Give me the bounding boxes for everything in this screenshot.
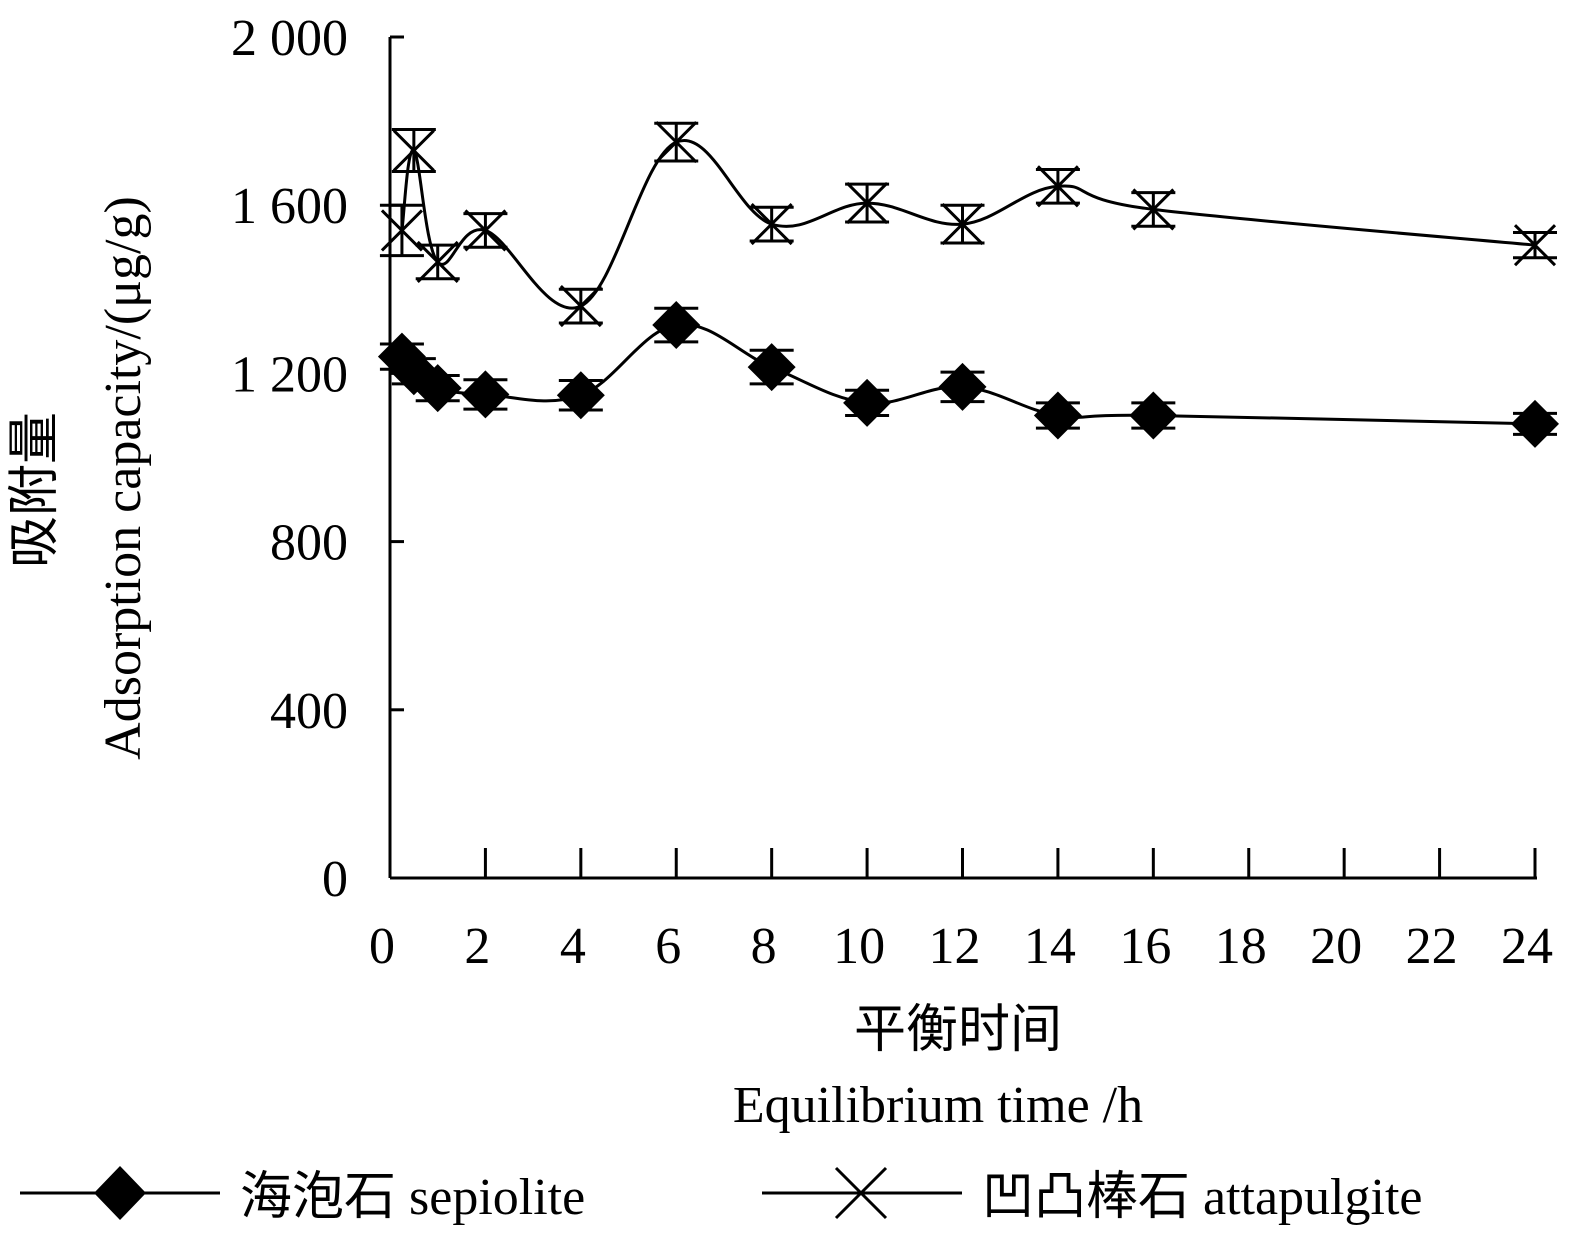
data-point-diamond <box>652 301 701 350</box>
y-tick-label: 0 <box>322 851 348 908</box>
series-line <box>400 138 1536 310</box>
series-layer <box>377 121 1559 448</box>
legend-label-attapulgite: 凹凸棒石 attapulgite <box>982 1169 1422 1226</box>
y-tick-label: 400 <box>270 683 348 740</box>
data-point-x <box>1036 165 1079 208</box>
y-tick-label: 800 <box>270 515 348 572</box>
legend-item-sepiolite: 海泡石 sepiolite <box>20 1166 585 1226</box>
x-axis-title-cn: 平衡时间 <box>854 1002 1062 1059</box>
data-point-x <box>464 209 507 252</box>
y-tick-label: 2 000 <box>231 10 348 67</box>
series-sepiolite <box>377 301 1559 448</box>
x-tick-label: 4 <box>560 918 586 975</box>
data-point-diamond <box>938 362 987 411</box>
legend: 海泡石 sepiolite 凹凸棒石 attapulgite <box>20 1166 1422 1226</box>
data-point-x <box>750 203 793 246</box>
y-axis-title-en: Adsorption capacity/(μg/g) <box>95 196 152 760</box>
x-tick-label: 24 <box>1501 918 1553 975</box>
legend-marker-x <box>834 1166 888 1220</box>
x-tick-label: 16 <box>1119 918 1171 975</box>
data-point-x <box>1132 188 1175 231</box>
data-point-diamond <box>1511 399 1559 448</box>
data-point-diamond <box>843 378 892 427</box>
legend-label-sepiolite: 海泡石 sepiolite <box>240 1169 585 1226</box>
data-point-x <box>392 129 435 172</box>
series-attapulgite <box>379 121 1557 328</box>
x-tick-label: 14 <box>1024 918 1076 975</box>
data-point-x <box>846 182 889 225</box>
legend-marker-diamond <box>94 1166 146 1220</box>
x-tick-label: 0 <box>369 918 395 975</box>
data-point-x <box>655 121 698 164</box>
data-point-diamond <box>556 371 605 420</box>
data-point-diamond <box>1033 391 1082 440</box>
x-tick-label: 6 <box>655 918 681 975</box>
x-tick-label: 12 <box>929 918 981 975</box>
x-tick-label: 22 <box>1406 918 1458 975</box>
x-tick-label: 18 <box>1215 918 1267 975</box>
data-point-x <box>941 203 984 246</box>
data-point-x <box>416 240 459 284</box>
x-tick-label: 8 <box>751 918 777 975</box>
y-axis-title-cn: 吸附量 <box>7 412 64 568</box>
x-tick-label: 2 <box>464 918 490 975</box>
data-point-x <box>380 209 423 252</box>
x-tick-label: 10 <box>833 918 885 975</box>
x-tick-label: 20 <box>1310 918 1362 975</box>
data-point-diamond <box>413 364 462 413</box>
x-axis-title-en: Equilibrium time /h <box>733 1077 1143 1134</box>
data-point-diamond <box>1129 391 1178 440</box>
data-point-x <box>559 285 602 328</box>
y-tick-label: 1 200 <box>231 346 348 403</box>
y-tick-label: 1 600 <box>231 178 348 235</box>
legend-item-attapulgite: 凹凸棒石 attapulgite <box>762 1166 1422 1226</box>
data-point-x <box>1513 224 1557 267</box>
data-point-diamond <box>461 370 510 419</box>
data-point-diamond <box>747 343 796 392</box>
